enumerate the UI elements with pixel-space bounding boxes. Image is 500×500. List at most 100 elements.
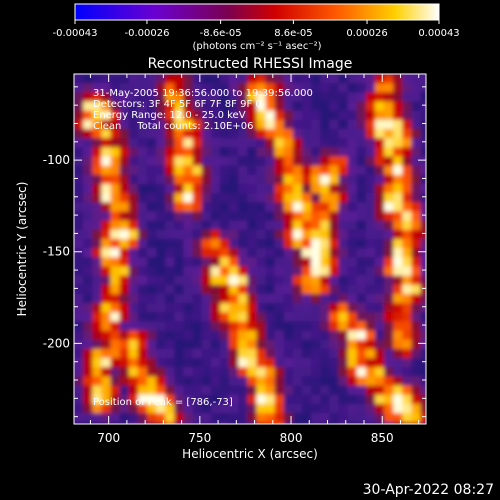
heatmap-cell: [137, 156, 148, 167]
heatmap-cell: [384, 83, 394, 93]
heatmap-cell: [165, 193, 175, 203]
heatmap-cell: [165, 358, 175, 368]
heatmap-cell: [137, 202, 148, 212]
heatmap-cell: [137, 238, 148, 249]
heatmap-cell: [329, 321, 339, 332]
heatmap-cell: [374, 238, 385, 249]
heatmap-cell: [156, 293, 166, 304]
heatmap-cell: [92, 101, 102, 112]
heatmap-cell: [292, 83, 303, 93]
heatmap-cell: [165, 101, 175, 112]
heatmap-cell: [156, 403, 166, 414]
heatmap-cell: [329, 376, 339, 387]
heatmap-cell: [384, 257, 394, 267]
heatmap-cell: [365, 358, 376, 368]
heatmap-cell: [411, 348, 422, 359]
heatmap-cell: [101, 211, 111, 222]
heatmap-cell: [201, 165, 212, 176]
heatmap-cell: [420, 165, 426, 176]
heatmap-cell: [128, 128, 139, 139]
heatmap-cell: [165, 202, 175, 212]
heatmap-cell: [110, 303, 121, 313]
heatmap-cell: [156, 119, 166, 130]
heatmap-cell: [347, 138, 358, 148]
axis-ticks: 700 750 800 850-100-150-200: [43, 74, 426, 445]
heatmap-cell: [274, 202, 285, 212]
heatmap-cell: [347, 74, 358, 84]
heatmap-cell: [92, 147, 102, 157]
heatmap-cell: [101, 367, 111, 377]
heatmap-cell: [347, 321, 358, 332]
heatmap-cell: [183, 202, 194, 212]
heatmap-cell: [292, 128, 303, 139]
heatmap-cell: [292, 403, 303, 414]
heatmap-cell: [101, 348, 111, 359]
heatmap-cell: [356, 138, 367, 148]
heatmap-cell: [174, 83, 184, 93]
heatmap-cell: [320, 193, 330, 203]
heatmap-cell: [329, 330, 339, 341]
heatmap-cell: [74, 367, 84, 377]
heatmap-cell: [265, 220, 276, 231]
heatmap-cell: [146, 138, 157, 148]
heatmap-cell: [174, 183, 184, 194]
heatmap-cell: [165, 92, 175, 102]
heatmap-cell: [338, 394, 349, 405]
heatmap-cell: [356, 284, 367, 295]
heatmap-cell: [265, 174, 276, 185]
heatmap-cell: [420, 238, 426, 249]
heatmap-cell: [74, 183, 84, 194]
heatmap-cell: [301, 348, 312, 359]
heatmap-cell: [219, 348, 230, 359]
heatmap-cell: [201, 376, 212, 387]
heatmap-cell: [119, 101, 130, 112]
heatmap-cell: [402, 238, 412, 249]
heatmap-cell: [74, 110, 84, 121]
heatmap-cell: [83, 220, 93, 231]
heatmap-cell: [256, 422, 267, 424]
heatmap-cell: [420, 248, 426, 258]
heatmap-cell: [156, 74, 166, 84]
heatmap-cell: [420, 101, 426, 112]
heatmap-cell: [311, 266, 321, 277]
heatmap-cell: [411, 293, 422, 304]
heatmap-cell: [365, 339, 376, 350]
heatmap-cell: [128, 174, 139, 185]
heatmap-cell: [384, 202, 394, 212]
heatmap-cell: [374, 413, 385, 423]
heatmap-cell: [356, 330, 367, 341]
heatmap-cell: [311, 128, 321, 139]
heatmap-cell: [283, 92, 294, 102]
heatmap-cell: [338, 266, 349, 277]
heatmap-cell: [256, 394, 267, 405]
heatmap-cell: [365, 156, 376, 167]
heatmap-cell: [393, 193, 403, 203]
heatmap-cell: [156, 238, 166, 249]
heatmap-cell: [156, 229, 166, 240]
heatmap-cell: [146, 248, 157, 258]
annotation-method: Clean Total counts: 2.10E+06: [93, 121, 254, 132]
heatmap-cell: [374, 403, 385, 414]
heatmap-cell: [137, 83, 148, 93]
heatmap-cell: [274, 321, 285, 332]
heatmap-cell: [183, 248, 194, 258]
heatmap-cell: [411, 147, 422, 157]
heatmap-cell: [384, 367, 394, 377]
colorbar-tick-label: -0.00026: [124, 28, 169, 39]
heatmap-cell: [238, 128, 248, 139]
heatmap-cell: [128, 257, 139, 267]
heatmap-cell: [301, 275, 312, 286]
heatmap-cell: [119, 303, 130, 313]
heatmap-cell: [402, 339, 412, 350]
y-axis-label: Heliocentric Y (arcsec): [15, 182, 29, 317]
heatmap-cell: [92, 394, 102, 405]
heatmap-cell: [356, 238, 367, 249]
heatmap-cell: [201, 257, 212, 267]
heatmap-cell: [183, 266, 194, 277]
heatmap-cell: [137, 229, 148, 240]
heatmap-cell: [146, 303, 157, 313]
heatmap-cell: [347, 284, 358, 295]
heatmap-cell: [356, 211, 367, 222]
heatmap-cell: [128, 138, 139, 148]
heatmap-cell: [174, 238, 184, 249]
